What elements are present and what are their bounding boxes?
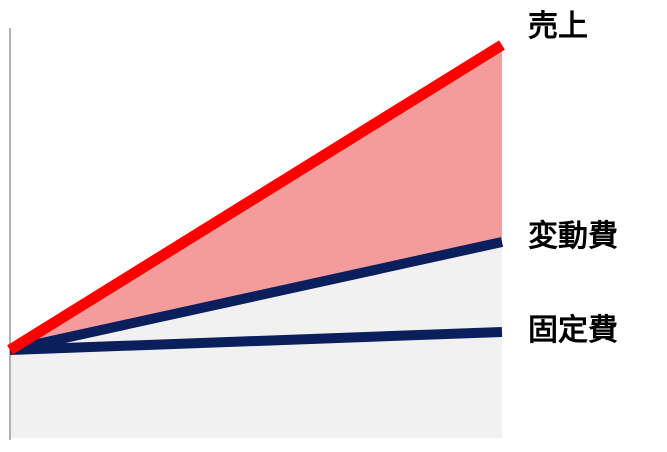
fixed-cost-line [9, 327, 503, 355]
revenue-line [7, 40, 505, 355]
variable-cost-line [8, 237, 504, 355]
revenue-label: 売上 [528, 9, 588, 44]
fixed-cost-label: 固定費 [528, 313, 618, 348]
variable-cost-label: 変動費 [528, 219, 618, 254]
